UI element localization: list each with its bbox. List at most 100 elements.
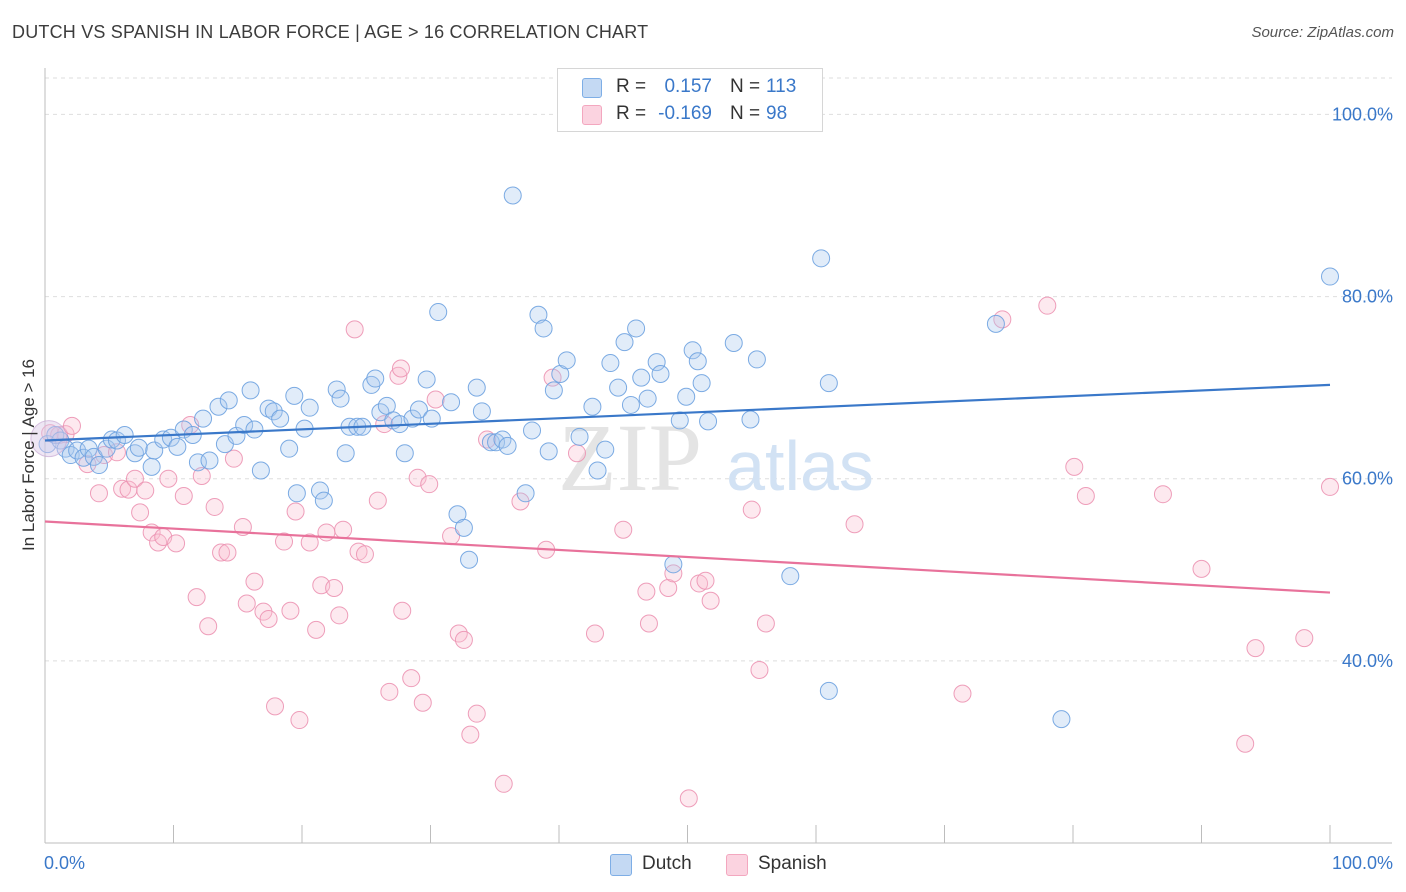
dutch-point	[241, 381, 260, 400]
spanish-points	[41, 296, 1339, 808]
dutch-point	[544, 381, 563, 400]
dutch-point	[454, 518, 473, 537]
spanish-point	[408, 468, 427, 487]
dutch-point	[472, 402, 491, 421]
spanish-point	[420, 475, 439, 494]
dutch-point	[209, 397, 228, 416]
dutch-trend-line	[44, 383, 1331, 442]
dutch-point	[670, 411, 689, 430]
dutch-point	[647, 353, 666, 372]
dutch-point	[371, 403, 390, 422]
r-value: -0.169	[658, 103, 712, 124]
dutch-point	[632, 368, 651, 387]
spanish-point	[567, 444, 586, 463]
dutch-point	[601, 354, 620, 373]
r-value: 0.157	[664, 76, 712, 97]
spanish-point	[174, 487, 193, 506]
spanish-point	[307, 620, 326, 639]
spanish-point	[659, 579, 678, 597]
spanish-point	[131, 503, 150, 522]
spanish-point	[614, 520, 633, 539]
dutch-point	[699, 412, 718, 431]
dutch-point	[409, 400, 428, 419]
dutch-point	[251, 461, 270, 480]
spanish-point	[389, 366, 408, 385]
spanish-point	[325, 579, 344, 597]
dutch-point	[498, 436, 517, 455]
r-label: R =	[616, 103, 647, 124]
n-label: N =	[730, 103, 761, 124]
dutch-point	[314, 491, 333, 510]
spanish-point	[1295, 629, 1314, 648]
spanish-point	[62, 416, 81, 435]
spanish-point	[467, 704, 486, 723]
spanish-point	[993, 310, 1012, 329]
dutch-point	[529, 305, 548, 324]
dutch-point	[194, 409, 213, 428]
legend-row-spanish: R = -0.169 N = 98	[558, 101, 822, 127]
spanish-point	[266, 697, 285, 716]
spanish-point	[1236, 734, 1255, 753]
spanish-point	[259, 609, 278, 628]
spanish-point	[391, 359, 410, 378]
spanish-point	[845, 515, 864, 534]
dutch-point	[129, 438, 148, 457]
dutch-point	[609, 378, 628, 397]
dutch-point	[747, 350, 766, 369]
r-label: R =	[616, 76, 647, 97]
spanish-point	[149, 533, 168, 552]
spanish-point	[281, 601, 300, 620]
spanish-point	[953, 684, 972, 703]
dutch-point	[310, 481, 329, 500]
spanish-point	[368, 491, 387, 510]
spanish-point	[113, 479, 132, 498]
spanish-point	[637, 582, 656, 601]
spanish-point	[461, 725, 480, 744]
spanish-point	[402, 669, 421, 688]
spanish-point	[224, 449, 243, 468]
dutch-point	[403, 409, 422, 428]
dutch-point	[812, 249, 831, 268]
dutch-point	[638, 389, 657, 408]
spanish-point	[1246, 639, 1265, 658]
spanish-swatch	[582, 105, 602, 125]
dutch-points	[30, 186, 1339, 729]
dutch-point	[285, 386, 304, 405]
dutch-point	[588, 461, 607, 480]
stats-legend: R = 0.157 N = 113 R = -0.169 N = 98	[557, 68, 823, 132]
spanish-point	[1153, 485, 1172, 504]
spanish-point	[701, 591, 720, 610]
spanish-point	[218, 543, 237, 562]
spanish-point	[167, 534, 186, 553]
dutch-point	[570, 427, 589, 446]
spanish-point	[187, 588, 206, 607]
dutch-point	[627, 319, 646, 338]
dutch-point	[219, 391, 238, 410]
y-axis-label: In Labor Force | Age > 16	[19, 359, 38, 551]
spanish-point	[1065, 457, 1084, 476]
spanish-point	[136, 481, 155, 500]
chart-title: DUTCH VS SPANISH IN LABOR FORCE | AGE > …	[12, 22, 649, 42]
spanish-point	[454, 630, 473, 649]
y-tick-label: 40.0%	[1342, 651, 1393, 671]
spanish-point	[330, 606, 349, 625]
spanish-point	[192, 466, 211, 485]
dutch-point	[327, 380, 346, 399]
spanish-point	[159, 469, 178, 488]
dutch-point	[115, 426, 134, 444]
legend-row-dutch: R = 0.157 N = 113	[558, 74, 822, 100]
dutch-point	[460, 550, 479, 569]
dutch-swatch	[610, 854, 632, 876]
dutch-point	[395, 444, 414, 463]
dutch-point	[331, 389, 350, 408]
legend-label: Dutch	[642, 853, 692, 874]
gridlines	[45, 77, 1392, 662]
tick-labels: 40.0% 60.0% 80.0% 100.0% 0.0% 100.0%	[44, 104, 1393, 873]
spanish-point	[237, 594, 256, 613]
dutch-point	[534, 319, 553, 338]
dutch-point	[557, 351, 576, 370]
dutch-point	[503, 186, 522, 205]
dutch-point	[68, 441, 87, 460]
n-label: N =	[730, 76, 761, 97]
dutch-point	[467, 378, 486, 397]
